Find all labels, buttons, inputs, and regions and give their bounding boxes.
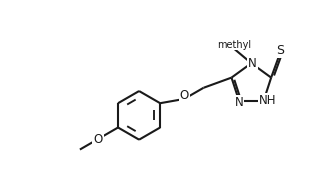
Text: O: O xyxy=(179,90,189,102)
Text: N: N xyxy=(248,57,257,70)
Text: S: S xyxy=(276,44,284,57)
Text: methyl: methyl xyxy=(217,39,252,50)
Text: N: N xyxy=(235,96,243,109)
Text: O: O xyxy=(93,133,103,146)
Text: NH: NH xyxy=(259,94,276,107)
